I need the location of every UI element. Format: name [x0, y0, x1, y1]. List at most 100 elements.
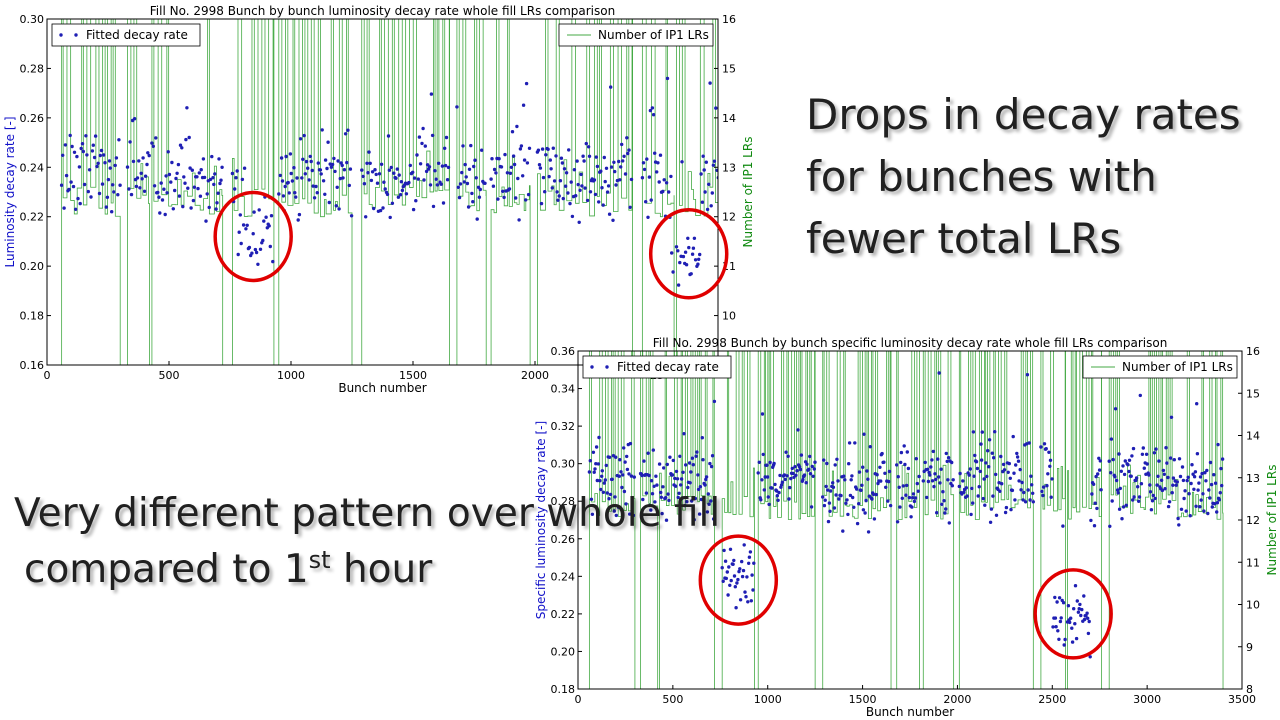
- data-point: [1082, 617, 1087, 622]
- data-point: [729, 578, 733, 583]
- data-point: [1209, 482, 1214, 487]
- data-point: [509, 165, 514, 169]
- data-point: [897, 485, 901, 489]
- data-point: [903, 462, 907, 467]
- y2-tick-label: 14: [1246, 430, 1260, 443]
- data-point: [623, 460, 627, 464]
- data-point: [103, 161, 107, 165]
- data-point: [150, 141, 154, 145]
- data-point: [1082, 594, 1086, 598]
- data-point: [839, 493, 843, 498]
- data-point: [281, 194, 286, 198]
- data-point: [1026, 488, 1030, 492]
- data-point: [678, 260, 682, 265]
- y2-tick-label: 9: [1246, 641, 1253, 654]
- data-point: [980, 430, 984, 434]
- data-point: [387, 168, 392, 172]
- data-point: [1198, 505, 1202, 509]
- data-point: [250, 251, 254, 255]
- data-point: [646, 215, 650, 219]
- data-point: [1187, 492, 1191, 496]
- data-point: [708, 461, 712, 466]
- data-point: [385, 192, 390, 197]
- data-point: [173, 188, 177, 193]
- data-point: [831, 485, 836, 489]
- data-point: [978, 469, 982, 474]
- data-point: [527, 146, 532, 150]
- data-point: [1137, 495, 1142, 499]
- data-point: [1151, 493, 1155, 498]
- data-point: [988, 520, 993, 524]
- data-point: [338, 176, 342, 181]
- data-point: [524, 81, 529, 86]
- specific-luminosity-decay-chart: 0 500 1000 1500 2000 2500 3000 3500 0.18 0.20 0.22…: [534, 336, 1279, 719]
- data-point: [326, 140, 330, 144]
- data-point: [847, 441, 852, 445]
- data-point: [602, 481, 606, 485]
- data-point: [866, 530, 871, 534]
- data-point: [684, 263, 689, 267]
- data-point: [1046, 472, 1050, 476]
- data-point: [269, 214, 274, 218]
- data-point: [994, 513, 999, 517]
- data-point: [170, 160, 174, 165]
- data-point: [464, 175, 468, 179]
- data-point: [1051, 625, 1055, 629]
- data-point: [944, 451, 948, 456]
- data-point: [238, 213, 242, 217]
- data-point: [671, 458, 675, 463]
- data-point: [930, 458, 934, 462]
- data-point: [606, 184, 611, 188]
- data-point: [898, 505, 902, 509]
- data-point: [659, 490, 663, 495]
- data-point: [414, 199, 418, 203]
- data-point: [766, 475, 770, 479]
- data-point: [715, 168, 718, 172]
- data-point: [728, 547, 733, 551]
- data-point: [610, 477, 614, 481]
- data-point: [128, 140, 132, 144]
- data-point: [421, 126, 425, 131]
- x-tick-label: 500: [662, 693, 683, 706]
- data-point: [1194, 504, 1198, 508]
- data-point: [240, 177, 245, 182]
- data-point: [765, 463, 769, 467]
- data-point: [588, 459, 592, 463]
- data-point: [657, 180, 661, 184]
- data-point: [92, 155, 97, 160]
- data-point: [761, 452, 765, 457]
- data-point: [213, 172, 217, 176]
- chart-title: Fill No. 2998 Bunch by bunch luminosity …: [150, 4, 615, 18]
- x-tick-label: 1000: [277, 369, 305, 382]
- data-point: [861, 508, 866, 512]
- data-point: [621, 473, 625, 477]
- legend-label: Number of IP1 LRs: [1122, 360, 1233, 374]
- data-point: [1044, 447, 1048, 451]
- data-point: [945, 459, 949, 464]
- data-point: [516, 176, 520, 181]
- data-point: [560, 161, 565, 165]
- data-point: [143, 174, 148, 178]
- data-point: [96, 161, 100, 165]
- data-point: [1190, 463, 1194, 467]
- data-point: [181, 204, 185, 209]
- data-point: [870, 497, 874, 501]
- data-point: [837, 497, 841, 501]
- data-point: [247, 245, 252, 250]
- data-point: [592, 470, 596, 474]
- data-point: [907, 495, 912, 500]
- data-point: [804, 481, 808, 485]
- data-point: [1114, 478, 1119, 483]
- data-point: [1079, 613, 1083, 618]
- data-point: [582, 159, 586, 163]
- data-point: [1055, 600, 1059, 604]
- data-point: [397, 173, 401, 177]
- data-point: [236, 252, 240, 257]
- data-point: [574, 194, 578, 198]
- data-point: [923, 460, 927, 465]
- data-point: [644, 491, 649, 495]
- data-point: [911, 496, 915, 500]
- data-point: [622, 154, 626, 158]
- data-point: [813, 460, 817, 464]
- data-point: [660, 511, 664, 516]
